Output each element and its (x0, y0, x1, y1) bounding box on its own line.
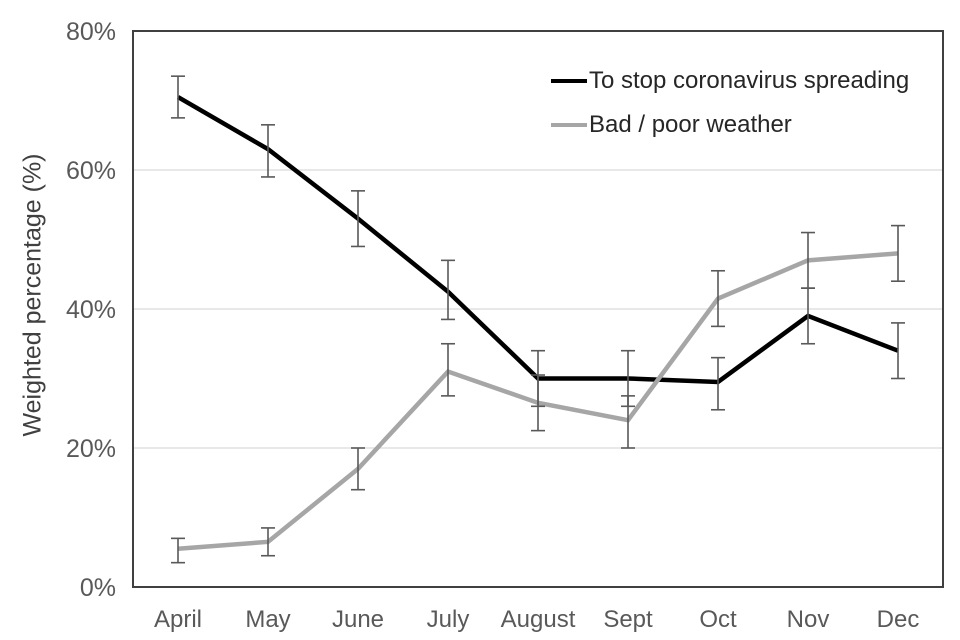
x-tick-label: May (245, 606, 290, 633)
x-tick-label: June (332, 606, 384, 633)
x-tick-label: April (154, 606, 202, 633)
legend-label-coronavirus: To stop coronavirus spreading (589, 67, 910, 94)
legend-item-weather: Bad / poor weather (551, 111, 909, 138)
series-line-coronavirus (176, 95, 899, 385)
legend-label-weather: Bad / poor weather (589, 111, 792, 138)
legend: To stop coronavirus spreading Bad / poor… (551, 67, 910, 138)
legend-line-sample-gray (551, 123, 587, 127)
plot-border (132, 30, 944, 588)
legend-item-coronavirus: To stop coronavirus spreading (551, 67, 910, 94)
x-tick-label: Sept (603, 606, 653, 633)
y-tick-label: 80% (66, 18, 116, 46)
x-tick-label: August (501, 606, 576, 633)
y-tick-label: 0% (80, 574, 116, 602)
x-tick-label: Dec (877, 606, 920, 633)
x-tick-label: Oct (699, 606, 737, 633)
x-tick-label: Nov (787, 606, 830, 633)
y-tick-label: 20% (66, 435, 116, 463)
x-tick-label: July (427, 606, 470, 633)
y-axis-title: Weighted percentage (%) (18, 153, 47, 437)
y-tick-label: 60% (66, 157, 116, 185)
y-tick-label: 40% (66, 296, 116, 324)
legend-line-sample-black (551, 79, 587, 83)
